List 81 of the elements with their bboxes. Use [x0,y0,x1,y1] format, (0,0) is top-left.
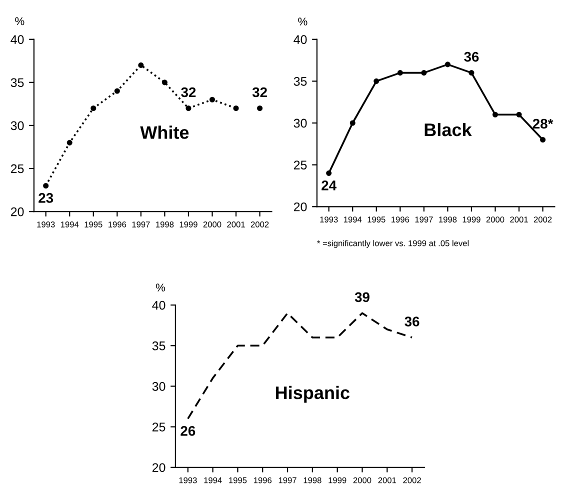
x-tick-label: 2002 [250,222,269,228]
x-tick-label: 1994 [204,477,222,484]
annotation: 23 [38,193,54,203]
annotation: 39 [354,292,370,302]
x-tick-label: 2000 [486,216,504,222]
point [444,62,450,68]
x-tick-label: 2002 [534,216,552,222]
point [209,96,216,102]
point [350,120,356,126]
x-tick-label: 2001 [378,477,396,484]
point [257,105,263,112]
y-tick-label: 20 [294,202,307,212]
y-axis-title: % [15,17,24,26]
y-axis-title: % [298,18,308,26]
text: Hispanic [276,386,350,403]
text: White [140,126,189,139]
x-tick-label: 2001 [227,222,245,228]
x-tick-label: 1997 [132,222,150,228]
point [162,80,168,86]
point [516,112,522,118]
x-tick-label: 1994 [344,216,362,222]
point [186,105,192,112]
y-tick-label: 20 [10,207,24,216]
text: Black [424,122,472,136]
y-tick-label: 30 [10,121,24,130]
x-tick-label: 1999 [328,477,346,484]
x-tick-label: 2000 [353,477,372,484]
y-tick-label: 25 [10,164,24,174]
point [43,182,49,189]
x-tick-label: 1996 [392,216,410,222]
x-tick-label: 1993 [37,222,55,228]
x-tick-label: 1998 [156,222,174,228]
annotation: 36 [404,316,420,326]
annotation: 32 [252,87,267,98]
x-tick-label: 1998 [439,216,457,222]
x-tick-label: 1998 [304,477,322,484]
x-tick-label: 1994 [60,222,79,228]
point [326,170,332,176]
point [66,140,72,146]
x-tick-label: 2000 [203,222,222,228]
annotation: 24 [322,180,336,190]
point [492,112,498,118]
y-tick-label: 40 [294,35,307,44]
y-tick-label: 35 [10,78,24,88]
x-tick-label: 1995 [84,222,102,228]
annotation: 26 [180,426,196,436]
x-tick-label: 1993 [320,216,338,222]
point [540,136,546,143]
x-tick-label: 1999 [462,216,480,222]
y-tick-label: 20 [152,463,166,472]
point [397,70,403,76]
x-tick-label: 1997 [278,477,296,484]
point [421,70,427,76]
y-tick-label: 25 [294,160,307,170]
x-tick-label: 1995 [229,477,247,484]
point [468,70,474,76]
y-tick-label: 35 [294,76,307,86]
x-tick-label: 1996 [108,222,126,228]
y-tick-label: 40 [152,300,166,310]
point [138,62,144,68]
y-tick-label: 30 [152,382,166,391]
point [114,88,120,94]
y-tick-label: 35 [152,341,166,350]
point [374,78,380,84]
point [233,105,239,112]
x-tick-label: 2002 [403,477,421,484]
x-tick-label: 2001 [510,216,528,222]
y-tick-label: 30 [294,118,307,128]
y-tick-label: 25 [152,422,166,432]
y-tick-label: 40 [10,35,24,44]
x-tick-label: 1999 [180,222,198,228]
x-tick-label: 1997 [415,216,433,222]
text: * =significantly lower vs. 1999 at .05 level [317,240,469,248]
x-tick-label: 1993 [179,477,197,484]
annotation: 36 [464,52,479,62]
annotation: 32 [181,87,196,98]
x-tick-label: 1995 [368,216,386,222]
point [90,105,96,112]
annotation: 28* [532,118,554,129]
x-tick-label: 1996 [254,477,272,484]
y-axis-title: % [156,284,166,292]
